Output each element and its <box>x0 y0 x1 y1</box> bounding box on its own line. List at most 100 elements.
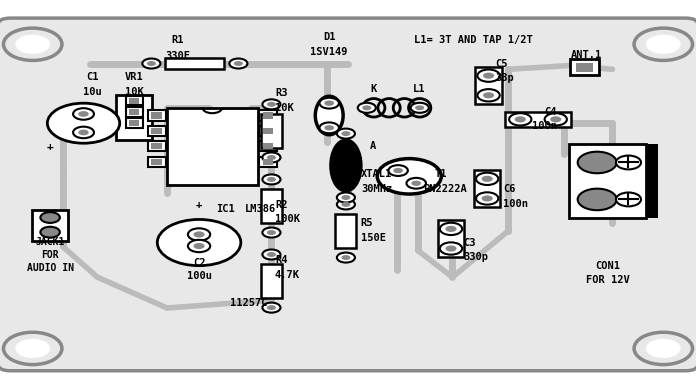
Bar <box>261 264 282 298</box>
FancyBboxPatch shape <box>0 18 696 371</box>
Circle shape <box>616 192 641 206</box>
Text: FOR 12V: FOR 12V <box>586 275 629 285</box>
Circle shape <box>482 196 493 202</box>
Circle shape <box>476 173 498 185</box>
Text: LM386: LM386 <box>245 204 276 214</box>
Circle shape <box>515 116 526 122</box>
Text: C4: C4 <box>544 107 557 117</box>
Bar <box>259 157 277 167</box>
Text: 150E: 150E <box>361 233 386 243</box>
Text: CON1: CON1 <box>595 261 620 271</box>
Bar <box>576 63 593 72</box>
Circle shape <box>341 131 350 136</box>
Bar <box>262 159 274 165</box>
Circle shape <box>358 103 376 113</box>
Circle shape <box>411 181 421 186</box>
Circle shape <box>3 28 62 60</box>
Circle shape <box>73 108 94 120</box>
Text: 10K: 10K <box>275 103 294 113</box>
Bar <box>151 128 162 134</box>
Circle shape <box>78 129 89 136</box>
Text: 4.7K: 4.7K <box>275 270 300 280</box>
Circle shape <box>229 59 248 69</box>
Circle shape <box>646 339 681 358</box>
Circle shape <box>482 176 493 182</box>
Circle shape <box>143 59 161 69</box>
Circle shape <box>544 113 567 126</box>
Circle shape <box>646 35 681 54</box>
Bar <box>129 109 139 115</box>
Circle shape <box>362 105 371 110</box>
Circle shape <box>262 174 280 184</box>
Text: 330p: 330p <box>463 252 488 262</box>
Circle shape <box>337 253 355 263</box>
Ellipse shape <box>331 141 361 191</box>
Circle shape <box>262 228 280 238</box>
Circle shape <box>324 100 334 106</box>
Circle shape <box>319 122 339 133</box>
Circle shape <box>324 125 334 131</box>
Bar <box>570 59 599 75</box>
Circle shape <box>234 61 243 66</box>
Text: +: + <box>649 197 656 207</box>
Text: C2: C2 <box>193 258 205 268</box>
Circle shape <box>267 102 276 107</box>
Circle shape <box>445 226 457 232</box>
Text: IC1: IC1 <box>216 204 235 214</box>
Text: 1SV149: 1SV149 <box>310 47 348 57</box>
Bar <box>569 144 646 218</box>
Text: C3: C3 <box>463 238 475 248</box>
Text: D1: D1 <box>323 32 335 42</box>
Circle shape <box>15 35 50 54</box>
Text: R5: R5 <box>361 218 373 228</box>
Text: T1: T1 <box>434 169 447 179</box>
Circle shape <box>578 189 617 210</box>
Circle shape <box>47 103 120 143</box>
Bar <box>126 118 143 127</box>
Text: -: - <box>649 153 656 163</box>
Bar <box>262 112 274 119</box>
Circle shape <box>15 339 50 358</box>
Bar <box>167 108 258 185</box>
Bar <box>151 112 162 119</box>
Text: AUDIO IN: AUDIO IN <box>26 263 74 273</box>
Circle shape <box>188 228 210 241</box>
Bar <box>166 58 224 69</box>
Bar <box>116 95 152 140</box>
Circle shape <box>267 305 276 310</box>
Circle shape <box>377 159 441 194</box>
Text: 100K: 100K <box>275 214 300 224</box>
Ellipse shape <box>315 96 343 135</box>
Circle shape <box>147 61 156 66</box>
Bar <box>151 143 162 149</box>
Circle shape <box>267 252 276 257</box>
Text: 33p: 33p <box>496 73 514 83</box>
Bar <box>505 112 571 127</box>
Text: +: + <box>196 200 202 210</box>
Text: 10u: 10u <box>84 87 102 97</box>
Bar <box>148 141 166 151</box>
Bar <box>261 189 282 223</box>
Text: 100n: 100n <box>532 121 557 131</box>
Bar <box>148 110 166 121</box>
Text: C1: C1 <box>86 72 99 82</box>
Circle shape <box>193 243 205 249</box>
Bar <box>32 210 68 241</box>
Text: R1: R1 <box>171 35 184 45</box>
Text: XTAL1: XTAL1 <box>361 169 393 179</box>
Bar <box>646 144 658 218</box>
Circle shape <box>440 223 462 235</box>
Text: C6: C6 <box>503 184 516 194</box>
Circle shape <box>40 212 60 223</box>
Circle shape <box>157 219 241 266</box>
Text: R3: R3 <box>275 88 287 98</box>
Bar <box>335 214 356 248</box>
Text: 11257C: 11257C <box>230 298 268 308</box>
Circle shape <box>477 89 500 102</box>
Text: +: + <box>47 142 54 152</box>
Circle shape <box>550 116 561 122</box>
Bar <box>126 96 143 105</box>
Circle shape <box>341 202 350 207</box>
Text: 100u: 100u <box>187 271 212 281</box>
Bar <box>475 67 502 104</box>
